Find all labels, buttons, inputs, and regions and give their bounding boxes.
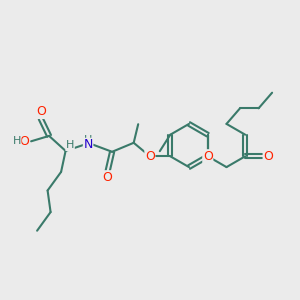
Text: H: H [12, 136, 20, 146]
Text: O: O [20, 135, 29, 148]
Text: O: O [263, 150, 273, 163]
Text: H: H [66, 140, 74, 151]
Text: H: H [13, 136, 21, 146]
Text: O: O [145, 150, 155, 163]
Text: H: H [84, 135, 92, 145]
Text: O: O [203, 150, 213, 163]
Text: N: N [83, 138, 93, 152]
Text: O: O [103, 171, 112, 184]
Text: O: O [36, 105, 46, 119]
